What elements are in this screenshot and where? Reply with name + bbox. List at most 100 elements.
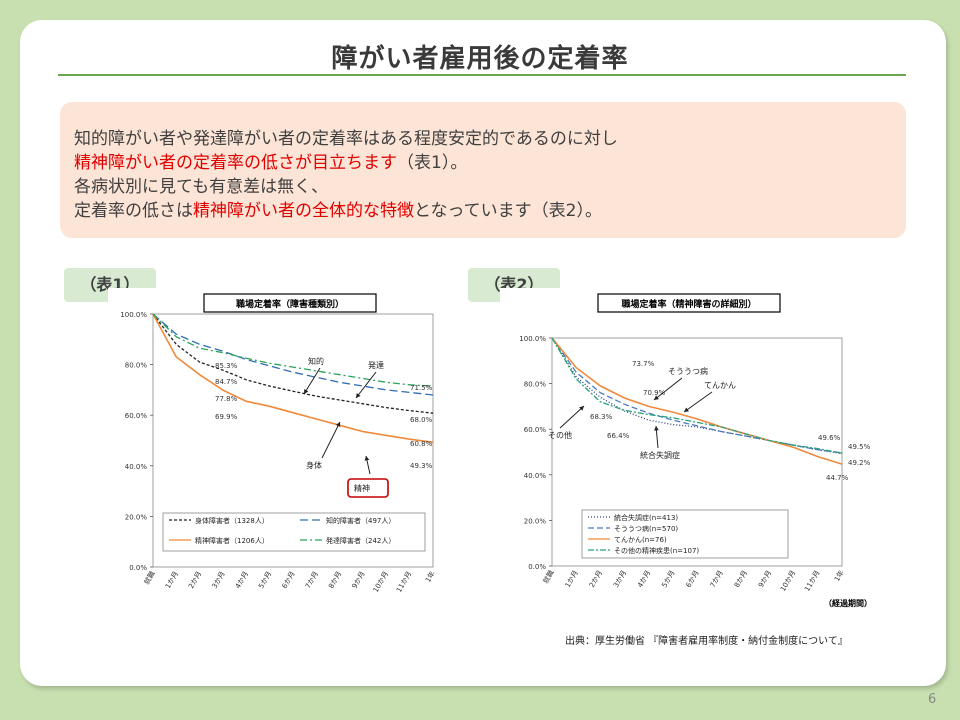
chart-2: 職場定着率（精神障害の詳細別） 0.0% 20.0% 40.0% 60.0% 80.0% 1… [500, 288, 878, 610]
undefined-legend [162, 512, 426, 552]
undefined-arrowhead [654, 426, 659, 431]
undefined-data-label: 71.5% [410, 384, 433, 392]
chart-2-svg: 職場定着率（精神障害の詳細別） 0.0% 20.0% 40.0% 60.0% 80.0% 1… [519, 293, 872, 608]
undefined-xlabel: （経過期間） [824, 598, 872, 608]
undefined-series-line [152, 313, 434, 396]
page-number: 6 [928, 692, 937, 707]
chart-1-svg: 職場定着率（障害種類別） 0.0% 20.0% 40.0% 60.0% 80.0% 100.… [120, 293, 437, 594]
undefined-arrowhead [356, 393, 361, 398]
undefined-data-label: 68.0% [410, 416, 433, 424]
undefined-data-label: 73.7% [632, 360, 655, 368]
summary-line-1: 知的障がい者や発達障がい者の定着率はある程度安定的であるのに対し [74, 129, 618, 149]
summary-box: 知的障がい者や発達障がい者の定着率はある程度安定的であるのに対し 精神障がい者の… [60, 102, 906, 238]
undefined-data-label: 49.5% [848, 443, 871, 451]
undefined-data-label: 69.9% [215, 413, 238, 421]
undefined-title: 職場定着率（精神障害の詳細別） [621, 298, 756, 310]
undefined-data-label: 66.4% [607, 432, 630, 440]
undefined-ytick-label: 100.0% [120, 311, 147, 319]
undefined-legend-label: 知的障害者（497人） [326, 516, 395, 525]
undefined-data-label: 85.3% [215, 362, 238, 370]
undefined-legend-label: そううつ病(n=570) [614, 524, 678, 533]
undefined-annotation: 統合失調症 [640, 450, 680, 460]
undefined-ytick-label: 60.0% [125, 412, 148, 420]
undefined-ytick-label: 80.0% [125, 362, 148, 370]
undefined-xtick-label: 7か月 [304, 570, 320, 590]
undefined-data-label: 49.3% [410, 462, 433, 470]
undefined-annotation: 発達 [368, 360, 384, 370]
undefined-ytick-label: 60.0% [524, 426, 547, 434]
undefined-ytick-label: 80.0% [524, 381, 547, 389]
chart-1: 職場定着率（障害種類別） 0.0% 20.0% 40.0% 60.0% 80.0% 100.… [108, 288, 438, 610]
undefined-arrowhead [335, 422, 341, 427]
undefined-arrowhead [579, 406, 584, 411]
undefined-xtick-label: 5か月 [257, 570, 273, 590]
summary-highlight-1: 精神障がい者の定着率の低さが目立ちます [74, 153, 397, 173]
undefined-title-box [597, 293, 781, 313]
undefined-ytick-label: 0.0% [129, 564, 147, 572]
undefined-legend [581, 509, 789, 559]
undefined-series-line [551, 337, 843, 465]
undefined-ytick-label: 40.0% [125, 463, 148, 471]
undefined-xtick-label: 8か月 [733, 569, 749, 589]
summary-line-2: 精神障がい者の定着率の低さが目立ちます（表1）。 [74, 148, 467, 173]
undefined-series-line [551, 337, 843, 454]
undefined-xtick-label: 3か月 [612, 569, 628, 589]
undefined-annotation: 知的 [308, 356, 324, 366]
undefined-arrowhead [364, 456, 370, 461]
undefined-ytick-label: 20.0% [125, 513, 148, 521]
undefined-data-label: 60.8% [410, 440, 433, 448]
undefined-xtick-label: 9か月 [351, 570, 367, 590]
undefined-xtick-label: 11か月 [803, 569, 821, 593]
undefined-ytick-label: 20.0% [524, 517, 547, 525]
undefined-arrowhead [684, 407, 689, 412]
undefined-legend-label: 発達障害者（242人） [326, 536, 395, 545]
undefined-xtick-label: 2か月 [588, 569, 604, 589]
undefined-arrowhead [654, 395, 659, 400]
undefined-legend-label: 身体障害者（1328人） [195, 516, 269, 525]
summary-line-4: 定着率の低さは精神障がい者の全体的な特徴となっています（表2）。 [74, 196, 602, 221]
undefined-annotation-box [347, 478, 389, 498]
undefined-data-label: 49.6% [818, 434, 841, 442]
undefined-legend-label: その他の精神疾患(n=107) [614, 546, 699, 555]
undefined-ytick-label: 0.0% [528, 563, 546, 571]
undefined-xtick-label: 10か月 [779, 569, 797, 593]
undefined-series-line [152, 313, 434, 444]
summary-highlight-2: 精神障がい者の全体的な特徴 [193, 201, 414, 221]
undefined-xtick-label: 7か月 [709, 569, 725, 589]
undefined-annotation: 精神 [354, 483, 370, 493]
undefined-title: 職場定着率（障害種類別） [236, 298, 344, 310]
undefined-annotation-arrow [683, 391, 713, 413]
undefined-xtick-label: 2か月 [187, 570, 203, 590]
undefined-data-label: 68.3% [590, 413, 613, 421]
undefined-annotation: 身体 [306, 460, 322, 470]
undefined-xtick-label: 9か月 [757, 569, 773, 589]
undefined-xtick-label: 5か月 [660, 569, 676, 589]
undefined-annotation-arrow [303, 367, 321, 395]
summary-line-2-rest: （表1）。 [397, 153, 468, 173]
undefined-data-label: 77.8% [215, 395, 238, 403]
source-citation: 出典：厚生労働省 『障害者雇用率制度・納付金制度について』 [565, 636, 848, 647]
undefined-series-line [152, 313, 434, 414]
undefined-annotation: その他 [548, 430, 572, 440]
undefined-xtick-label: 11か月 [395, 570, 413, 594]
undefined-xtick-label: 1か月 [564, 569, 580, 589]
undefined-data-label: 84.7% [215, 378, 238, 386]
undefined-plot-area [152, 313, 434, 568]
undefined-title-box [203, 293, 377, 313]
undefined-xtick-label: 1年 [423, 570, 437, 584]
undefined-annotation: てんかん [704, 381, 736, 390]
page-title: 障がい者雇用後の定着率 [331, 44, 629, 74]
title-divider [58, 74, 906, 76]
undefined-arrowhead [304, 389, 309, 394]
undefined-ytick-label: 40.0% [524, 472, 547, 480]
undefined-annotation-arrow [653, 377, 683, 401]
undefined-data-label: 70.9% [643, 389, 666, 397]
summary-line-4-pre: 定着率の低さは [74, 201, 193, 221]
undefined-legend-label: てんかん(n=76) [614, 536, 667, 544]
undefined-annotation: そううつ病 [668, 366, 708, 376]
undefined-annotation-arrow [559, 405, 585, 429]
undefined-annotation-arrow [355, 371, 377, 399]
undefined-legend-label: 精神障害者（1206人） [195, 536, 269, 545]
undefined-xtick-label: 8か月 [327, 570, 343, 590]
undefined-ytick-label: 100.0% [519, 335, 546, 343]
